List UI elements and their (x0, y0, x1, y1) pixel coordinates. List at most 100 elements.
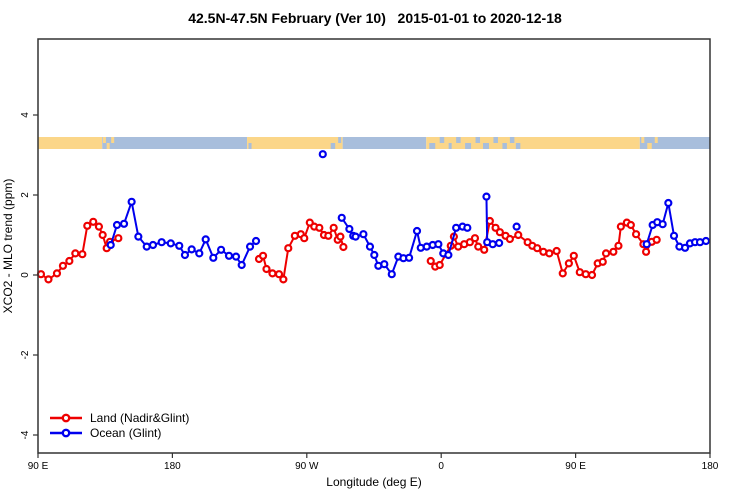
data-point (245, 242, 255, 251)
data-point (669, 231, 679, 240)
data-point (452, 223, 461, 232)
data-point (470, 234, 480, 243)
data-point (505, 234, 514, 244)
x-axis-label: Longitude (deg E) (326, 475, 421, 489)
data-point (701, 236, 711, 246)
data-point (514, 230, 523, 240)
data-point (351, 232, 360, 241)
data-point (187, 245, 196, 254)
data-point (680, 243, 690, 252)
data-point (94, 222, 104, 231)
legend-label: Land (Nadir&Glint) (90, 411, 189, 425)
data-point (564, 259, 573, 268)
data-point (512, 222, 521, 231)
data-point (274, 270, 284, 279)
band-segment-land (247, 137, 343, 149)
data-point (545, 249, 554, 258)
data-point (339, 242, 348, 252)
axes: 90 E 180 90 W 0 90 E 180 -4 -2 0 2 4 Longitude (deg… (1, 112, 719, 489)
data-point (315, 223, 324, 232)
band-speckle (338, 137, 342, 143)
x-tick-label: 180 (164, 461, 181, 472)
data-point (71, 249, 80, 258)
band-speckle (641, 137, 645, 143)
data-point (142, 242, 151, 251)
data-point (98, 230, 107, 240)
band-speckle (647, 143, 652, 149)
data-point (664, 198, 673, 208)
band-speckle (429, 143, 436, 149)
data-point (284, 244, 293, 253)
data-point (119, 219, 129, 228)
land-ocean-band (38, 137, 710, 149)
data-point (435, 260, 444, 270)
data-point (65, 256, 74, 266)
y-axis-label: XCO2 - MLO trend (ppm) (1, 179, 15, 314)
data-point (426, 256, 435, 266)
y-tick-label: 2 (20, 192, 31, 198)
data-point (631, 230, 641, 239)
data-point (587, 270, 597, 280)
data-point (641, 247, 651, 256)
band-speckle (102, 137, 106, 143)
band-speckle (483, 143, 489, 149)
data-point (157, 238, 166, 247)
data-point (251, 236, 261, 246)
data-point (224, 251, 234, 260)
data-point (44, 275, 53, 284)
data-point (318, 150, 327, 159)
data-point (329, 223, 338, 232)
data-point (237, 260, 246, 270)
data-point (581, 270, 590, 279)
band-segment-ocean (342, 137, 427, 149)
data-point (209, 253, 218, 262)
band-speckle (106, 143, 110, 149)
y-tick-label: 0 (20, 272, 31, 278)
data-point (488, 240, 497, 249)
data-point (652, 235, 661, 244)
data-point (601, 249, 611, 258)
data-point (609, 247, 618, 256)
data-point (533, 244, 542, 253)
data-point (598, 257, 607, 266)
data-point (387, 270, 396, 279)
data-point (231, 252, 241, 261)
data-point (642, 240, 651, 249)
data-point (552, 246, 561, 256)
data-point (195, 249, 204, 258)
band-speckle (456, 137, 461, 143)
data-point (345, 224, 354, 234)
data-point (36, 270, 46, 279)
band-speckle (248, 143, 252, 149)
band-speckle (502, 143, 507, 149)
data-point (127, 197, 136, 206)
data-point (404, 253, 414, 262)
data-point (444, 250, 453, 260)
band-segment-ocean (102, 137, 248, 149)
data-point (52, 269, 62, 278)
data-point (359, 230, 368, 239)
band-speckle (515, 143, 521, 149)
data-point (106, 240, 115, 250)
data-point (166, 239, 175, 248)
data-point (112, 220, 122, 230)
x-tick-label: 90 E (565, 461, 586, 472)
data-point (58, 261, 68, 270)
data-point (89, 217, 98, 226)
x-tick-label: 180 (702, 461, 719, 472)
data-point (148, 240, 158, 250)
data-point (626, 220, 635, 230)
y-tick-label: -4 (20, 430, 31, 439)
band-speckle (493, 137, 498, 143)
band-segment-land (38, 137, 103, 149)
series-land (36, 216, 661, 284)
band-speckle (475, 137, 481, 143)
plot-frame (37, 38, 711, 454)
data-point (495, 238, 504, 248)
legend: Land (Nadir&Glint)Ocean (Glint) (50, 411, 189, 440)
data-point (412, 226, 422, 236)
data-point (370, 250, 379, 260)
band-speckle (465, 143, 472, 149)
